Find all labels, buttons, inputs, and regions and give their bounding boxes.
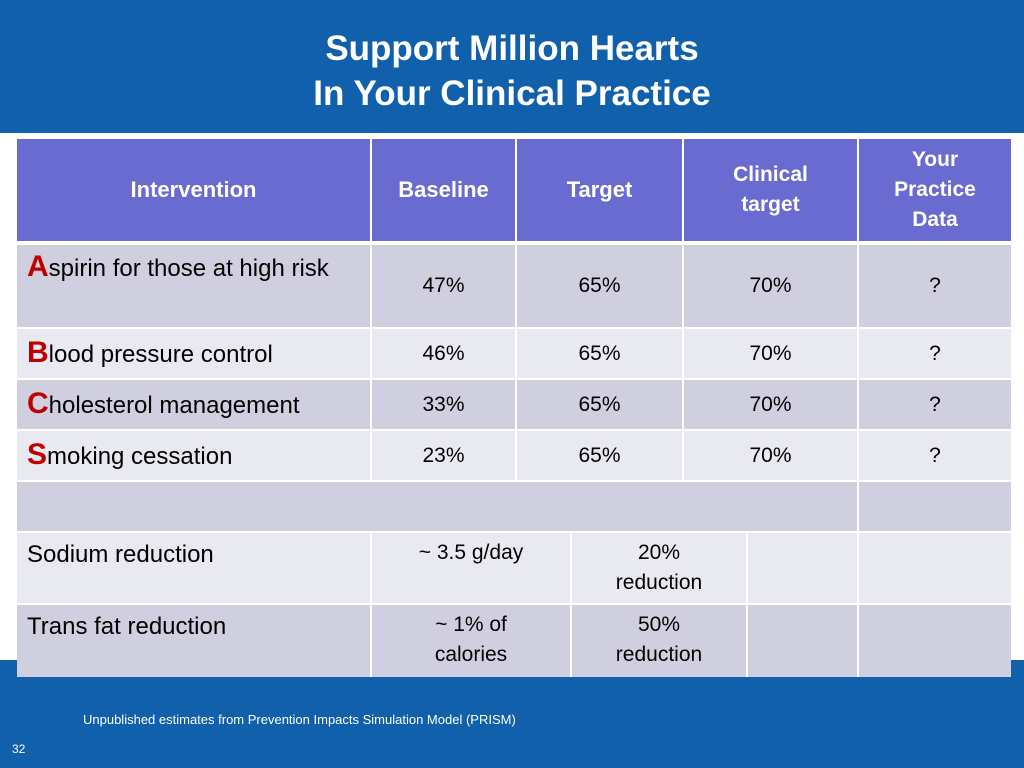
target-cell: 50% reduction [572,605,746,677]
practice-data-cell: ? [859,329,1011,378]
intervention-cell: Smoking cessation [17,431,370,480]
footer-band [0,660,1024,768]
table-row: Aspirin for those at high risk 47% 65% 7… [17,245,1011,327]
baseline-cell: 47% [372,245,515,327]
baseline-cell: 46% [372,329,515,378]
abcs-letter: A [27,250,49,283]
baseline-cell: 23% [372,431,515,480]
table-row: Sodium reduction ~ 3.5 g/day 20% reducti… [17,533,1011,603]
baseline-cell: ~ 1% of calories [372,605,570,677]
intervention-cell: Sodium reduction [17,533,370,603]
empty-cell [748,605,857,677]
table-row: Cholesterol management 33% 65% 70% ? [17,380,1011,429]
header-clinical-target: Clinical target [684,139,857,241]
baseline-cell: ~ 3.5 g/day [372,533,570,603]
header-baseline: Baseline [372,139,515,241]
target-cell: 65% [517,431,682,480]
intervention-cell: Blood pressure control [17,329,370,378]
intervention-text: spirin for those at high risk [48,255,329,282]
empty-cell [17,482,857,531]
header-target: Target [517,139,682,241]
practice-data-cell: ? [859,380,1011,429]
baseline-cell: 33% [372,380,515,429]
slide-number: 32 [12,742,26,756]
table-row: Blood pressure control 46% 65% 70% ? [17,329,1011,378]
title-band [0,0,1024,133]
table-row-empty [17,482,1011,531]
intervention-text: lood pressure control [48,340,273,368]
intervention-cell: Aspirin for those at high risk [17,245,370,327]
empty-cell [859,605,1011,677]
million-hearts-table: Intervention Baseline Target Clinical ta… [17,139,1011,677]
intervention-cell: Trans fat reduction [17,605,370,677]
practice-data-cell: ? [859,431,1011,480]
target-cell: 65% [517,329,682,378]
header-intervention: Intervention [17,139,370,241]
abcs-letter: B [27,335,49,369]
header-your-practice-data: Your Practice Data [859,139,1011,241]
abcs-letter: S [27,437,48,471]
intervention-text: moking cessation [47,442,233,470]
table-row: Smoking cessation 23% 65% 70% ? [17,431,1011,480]
slide-title-line-2: In Your Clinical Practice [313,74,711,113]
footnote: Unpublished estimates from Prevention Im… [83,712,516,727]
target-cell: 65% [517,380,682,429]
empty-cell [859,533,1011,603]
slide-title-line-1: Support Million Hearts [325,29,699,68]
slide-title: Support Million Hearts In Your Clinical … [0,26,1024,116]
clinical-target-cell: 70% [684,431,857,480]
empty-cell [859,482,1011,531]
intervention-text: holesterol management [48,391,300,419]
abcs-letter: C [27,386,49,420]
table-row: Trans fat reduction ~ 1% of calories 50%… [17,605,1011,677]
clinical-target-cell: 70% [684,245,857,327]
target-cell: 65% [517,245,682,327]
clinical-target-cell: 70% [684,329,857,378]
table-header-row: Intervention Baseline Target Clinical ta… [17,139,1011,241]
target-cell: 20% reduction [572,533,746,603]
clinical-target-cell: 70% [684,380,857,429]
empty-cell [748,533,857,603]
practice-data-cell: ? [859,245,1011,327]
intervention-cell: Cholesterol management [17,380,370,429]
